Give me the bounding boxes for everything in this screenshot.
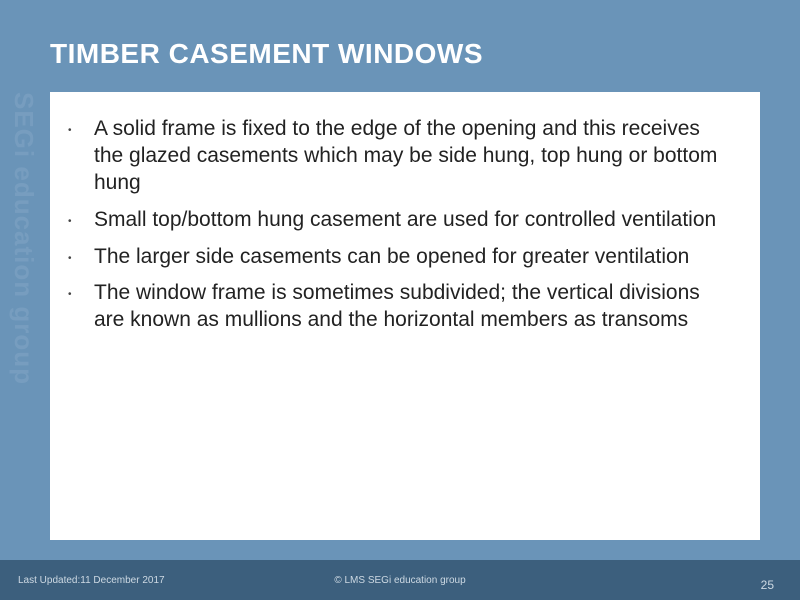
list-item: • The larger side casements can be opene… (68, 244, 732, 271)
bullet-icon: • (68, 125, 74, 136)
bullet-icon: • (68, 253, 74, 264)
slide-header: TIMBER CASEMENT WINDOWS (0, 0, 800, 92)
list-item: • A solid frame is fixed to the edge of … (68, 116, 732, 197)
footer-page-number: 25 (761, 568, 782, 592)
slide: TIMBER CASEMENT WINDOWS SEGi education g… (0, 0, 800, 600)
bullet-icon: • (68, 289, 74, 300)
side-branding: SEGi education group (0, 92, 50, 560)
side-branding-label: SEGi education group (8, 92, 39, 385)
list-item: • The window frame is sometimes subdivid… (68, 280, 732, 334)
slide-title: TIMBER CASEMENT WINDOWS (50, 38, 760, 70)
content-box: • A solid frame is fixed to the edge of … (50, 92, 760, 540)
bullet-text: The window frame is sometimes subdivided… (94, 280, 732, 334)
slide-body: SEGi education group • A solid frame is … (0, 92, 800, 560)
list-item: • Small top/bottom hung casement are use… (68, 207, 732, 234)
bullet-text: A solid frame is fixed to the edge of th… (94, 116, 732, 197)
bullet-list: • A solid frame is fixed to the edge of … (68, 116, 732, 334)
footer-copyright: © LMS SEGi education group (334, 575, 465, 586)
bullet-text: The larger side casements can be opened … (94, 244, 689, 271)
footer-updated: Last Updated:11 December 2017 (18, 575, 165, 586)
slide-footer: Last Updated:11 December 2017 © LMS SEGi… (0, 560, 800, 600)
bullet-icon: • (68, 216, 74, 227)
bullet-text: Small top/bottom hung casement are used … (94, 207, 716, 234)
